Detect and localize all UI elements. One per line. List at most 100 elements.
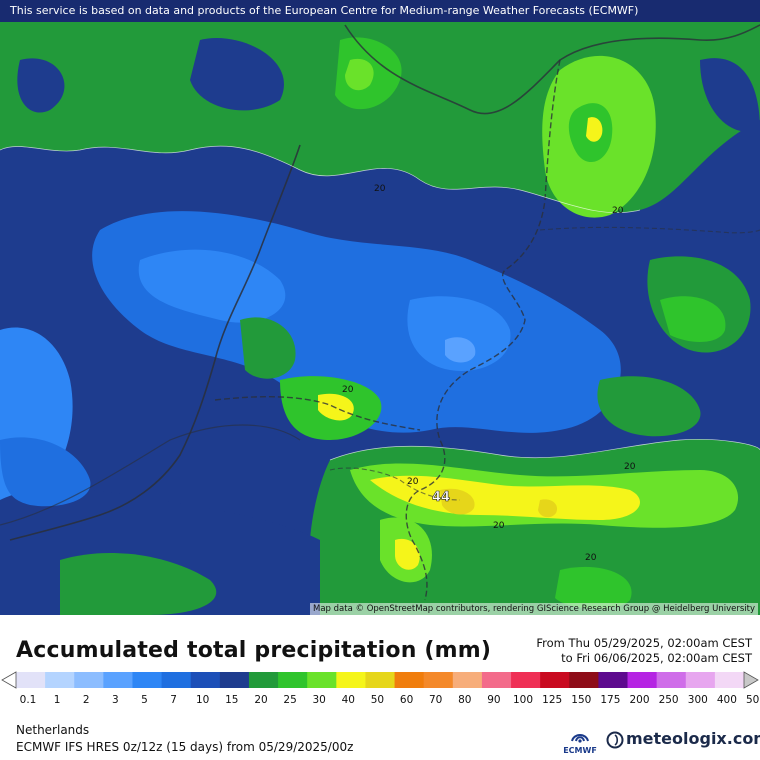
- legend-level-label: 15: [225, 694, 239, 706]
- legend-level-label: 400: [716, 694, 737, 706]
- colorbar-cell: [540, 672, 570, 688]
- colorbar: [1, 671, 759, 689]
- colorbar-cell: [627, 672, 658, 688]
- map-attribution[interactable]: Map data © OpenStreetMap contributors, r…: [310, 603, 758, 615]
- contour-label: 20: [585, 553, 597, 563]
- legend-level-label: 60: [399, 694, 414, 706]
- colorbar-cell: [423, 672, 454, 688]
- legend-level-label: 10: [196, 694, 210, 706]
- colorbar-arrow-left: [1, 671, 17, 689]
- legend-level-label: 70: [429, 694, 443, 706]
- colorbar-cells: [16, 672, 745, 688]
- field-3mm-central: [445, 337, 476, 363]
- legend-level-label: 90: [487, 694, 501, 706]
- legend-level-label: 80: [458, 694, 472, 706]
- contour-label: 20: [612, 206, 624, 216]
- legend-level-label: 30: [312, 694, 326, 706]
- contour-line: [329, 439, 760, 461]
- field-5mm-west: [138, 249, 286, 323]
- region-border: [329, 467, 461, 501]
- field-40mm-northeast: [586, 117, 603, 142]
- legend-level-label: 150: [571, 694, 592, 706]
- country-border-east: [405, 59, 561, 601]
- colorbar-cell: [365, 672, 395, 688]
- colorbar-cell: [161, 672, 192, 688]
- period-to: to Fri 06/06/2025, 02:00am CEST: [561, 651, 752, 665]
- legend-level-label: 7: [170, 694, 177, 706]
- model-info: ECMWF IFS HRES 0z/12z (15 days) from 05/…: [16, 740, 354, 754]
- contour-line: [0, 145, 641, 214]
- colorbar-cell: [394, 672, 425, 688]
- legend-level-label: 100: [512, 694, 534, 706]
- field-patch: [17, 58, 65, 113]
- colorbar-cell: [190, 672, 221, 688]
- max-value-label: 44: [432, 490, 450, 505]
- region-name: Netherlands: [16, 723, 90, 737]
- field-patch: [700, 58, 760, 132]
- field-5mm-central: [407, 296, 511, 371]
- legend-level-label: 25: [283, 694, 297, 706]
- colorbar-cell: [248, 672, 279, 688]
- field-25mm-southeast: [555, 566, 632, 609]
- field-max-cell: [440, 488, 475, 515]
- ecmwf-logo-icon: [571, 734, 589, 743]
- field-patch: [190, 38, 284, 111]
- legend-level-label: 250: [658, 694, 679, 706]
- colorbar-cell: [511, 672, 541, 688]
- colorbar-cell: [598, 672, 628, 688]
- legend-level-label: 1: [53, 694, 61, 706]
- coastline-north: [344, 24, 760, 115]
- contour-label: 20: [493, 521, 505, 531]
- coastline-channel: [0, 424, 301, 526]
- ecmwf-logo-text: ECMWF: [563, 746, 597, 755]
- field-20mm-east2: [597, 376, 701, 437]
- colorbar-cell: [685, 672, 716, 688]
- coastline: [9, 144, 301, 541]
- field-20mm-west: [240, 317, 296, 379]
- colorbar-cell: [278, 672, 308, 688]
- field-25mm-east: [660, 296, 726, 342]
- colorbar-cell: [132, 672, 162, 688]
- legend-level-label: 20: [254, 694, 268, 706]
- contour-label: 20: [624, 462, 636, 472]
- colorbar-cell: [307, 672, 337, 688]
- field-30mm-north: [345, 58, 374, 91]
- period-from: From Thu 05/29/2025, 02:00am CEST: [536, 636, 752, 650]
- contour-label: 20: [374, 184, 386, 194]
- field-7mm-sea: [0, 437, 91, 507]
- legend-level-label: 50: [370, 694, 385, 706]
- meteologix-logo-text: meteologix.com: [626, 729, 760, 748]
- legend-level-label: 175: [600, 694, 621, 706]
- legend-level-label: 40: [341, 694, 355, 706]
- colorbar-cell: [656, 672, 687, 688]
- precipitation-map[interactable]: 20 20 20 20 20 20 20 44 This service is …: [0, 0, 760, 615]
- colorbar-cell: [16, 672, 46, 688]
- precipitation-field: 20 20 20 20 20 20 20 44: [0, 0, 760, 615]
- legend-level-label: 2: [82, 694, 90, 706]
- colorbar-cell: [103, 672, 133, 688]
- field-cell-east: [538, 499, 558, 518]
- contour-label: 20: [407, 477, 419, 487]
- colorbar-cell: [336, 672, 366, 688]
- colorbar-cell: [569, 672, 599, 688]
- meteologix-globe-icon: [606, 731, 624, 749]
- colorbar-arrow-right: [743, 671, 759, 689]
- colorbar-cell: [481, 672, 512, 688]
- field-20mm-southwest: [60, 552, 217, 615]
- legend-level-labels: 0.1 1 2 3 5 7 10 15 20 25 30 40 50 60 70 80 90 100 125 150 1…: [0, 694, 760, 710]
- legend-level-label: 300: [687, 694, 708, 706]
- legend-level-label: 500: [745, 694, 760, 706]
- legend-level-label: 125: [542, 694, 563, 706]
- country-border-south: [214, 396, 421, 431]
- legend-title: Accumulated total precipitation (mm): [16, 638, 492, 663]
- colorbar-cell: [219, 672, 250, 688]
- legend-level-label: 0.1: [19, 694, 37, 706]
- ecmwf-logo: ECMWF: [560, 727, 600, 757]
- colorbar-cell: [452, 672, 483, 688]
- legend-level-label: 200: [629, 694, 650, 706]
- ecmwf-notice-banner: This service is based on data and produc…: [0, 0, 760, 22]
- region-border: [539, 226, 760, 234]
- colorbar-cell: [74, 672, 104, 688]
- legend-level-label: 5: [141, 694, 148, 706]
- contour-label: 20: [342, 385, 354, 395]
